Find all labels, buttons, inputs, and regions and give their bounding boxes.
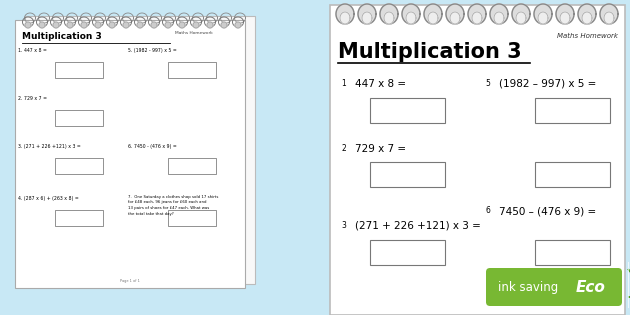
Text: 3: 3 <box>341 221 347 230</box>
Polygon shape <box>207 22 213 28</box>
Polygon shape <box>428 12 438 24</box>
FancyBboxPatch shape <box>370 162 445 187</box>
Polygon shape <box>109 22 115 28</box>
Text: Multiplication 3: Multiplication 3 <box>338 42 522 62</box>
Polygon shape <box>137 22 143 28</box>
Text: 729 x 7 =: 729 x 7 = <box>355 144 406 154</box>
FancyBboxPatch shape <box>370 240 445 265</box>
Circle shape <box>337 76 351 90</box>
Polygon shape <box>39 22 45 28</box>
Text: (1982 – 997) x 5 =: (1982 – 997) x 5 = <box>499 79 597 89</box>
Text: 6. 7450 - (476 x 9) =: 6. 7450 - (476 x 9) = <box>128 144 177 149</box>
Circle shape <box>337 141 351 155</box>
Text: 5. (1982 - 997) x 5 =: 5. (1982 - 997) x 5 = <box>128 48 177 53</box>
FancyBboxPatch shape <box>330 5 625 315</box>
Text: Multiplication 3: Multiplication 3 <box>22 32 102 41</box>
Text: 6: 6 <box>486 206 490 215</box>
Polygon shape <box>340 12 350 24</box>
Polygon shape <box>560 12 570 24</box>
Polygon shape <box>402 4 420 24</box>
FancyBboxPatch shape <box>55 62 103 78</box>
Polygon shape <box>25 22 31 28</box>
Text: 1. 447 x 8 =: 1. 447 x 8 = <box>18 48 47 53</box>
Polygon shape <box>165 22 171 28</box>
Text: Page 1 of 1: Page 1 of 1 <box>120 279 140 283</box>
Polygon shape <box>578 4 596 24</box>
Polygon shape <box>67 22 73 28</box>
Text: ink saving: ink saving <box>498 282 558 295</box>
Polygon shape <box>628 269 630 297</box>
Polygon shape <box>95 22 101 28</box>
Polygon shape <box>600 4 618 24</box>
Polygon shape <box>468 4 486 24</box>
Text: Maths Homework: Maths Homework <box>175 31 213 35</box>
Polygon shape <box>534 4 552 24</box>
FancyBboxPatch shape <box>55 210 103 226</box>
Text: 7.  One Saturday a clothes shop sold 17 shirts
for £48 each, 96 jeans for £60 ea: 7. One Saturday a clothes shop sold 17 s… <box>128 195 219 215</box>
Polygon shape <box>384 12 394 24</box>
Polygon shape <box>151 22 157 28</box>
Polygon shape <box>490 4 508 24</box>
Polygon shape <box>556 4 574 24</box>
Polygon shape <box>221 22 227 28</box>
FancyBboxPatch shape <box>55 110 103 126</box>
Polygon shape <box>538 12 548 24</box>
Polygon shape <box>123 22 129 28</box>
Polygon shape <box>494 12 504 24</box>
Text: 447 x 8 =: 447 x 8 = <box>355 79 406 89</box>
Text: 4. (287 x 6) + (263 x 8) =: 4. (287 x 6) + (263 x 8) = <box>18 196 79 201</box>
Polygon shape <box>235 22 241 28</box>
FancyBboxPatch shape <box>168 62 216 78</box>
Text: (271 + 226 +121) x 3 =: (271 + 226 +121) x 3 = <box>355 221 481 231</box>
Polygon shape <box>582 12 592 24</box>
Text: 3. (271 + 226 +121) x 3 =: 3. (271 + 226 +121) x 3 = <box>18 144 81 149</box>
Circle shape <box>481 203 495 217</box>
Polygon shape <box>446 4 464 24</box>
Polygon shape <box>380 4 398 24</box>
FancyBboxPatch shape <box>55 158 103 174</box>
FancyBboxPatch shape <box>370 98 445 123</box>
Circle shape <box>337 218 351 232</box>
Polygon shape <box>358 4 376 24</box>
Text: Maths Homework: Maths Homework <box>557 33 618 39</box>
Polygon shape <box>193 22 199 28</box>
FancyBboxPatch shape <box>535 240 610 265</box>
FancyBboxPatch shape <box>15 20 245 288</box>
Text: 5: 5 <box>486 79 490 88</box>
FancyBboxPatch shape <box>486 268 622 306</box>
Polygon shape <box>406 12 416 24</box>
Circle shape <box>481 76 495 90</box>
Polygon shape <box>179 22 185 28</box>
FancyBboxPatch shape <box>535 98 610 123</box>
Polygon shape <box>336 4 354 24</box>
Polygon shape <box>450 12 460 24</box>
FancyBboxPatch shape <box>168 158 216 174</box>
FancyBboxPatch shape <box>535 162 610 187</box>
Text: 7450 – (476 x 9) =: 7450 – (476 x 9) = <box>499 206 596 216</box>
Text: 2: 2 <box>341 144 347 153</box>
Text: 1: 1 <box>341 79 347 88</box>
Polygon shape <box>362 12 372 24</box>
FancyBboxPatch shape <box>168 210 216 226</box>
Polygon shape <box>512 4 530 24</box>
Polygon shape <box>424 4 442 24</box>
FancyBboxPatch shape <box>25 16 255 284</box>
Text: Eco: Eco <box>576 280 606 295</box>
Polygon shape <box>604 12 614 24</box>
Polygon shape <box>472 12 482 24</box>
Text: 2. 729 x 7 =: 2. 729 x 7 = <box>18 96 47 101</box>
Polygon shape <box>81 22 87 28</box>
Polygon shape <box>516 12 526 24</box>
Polygon shape <box>53 22 59 28</box>
